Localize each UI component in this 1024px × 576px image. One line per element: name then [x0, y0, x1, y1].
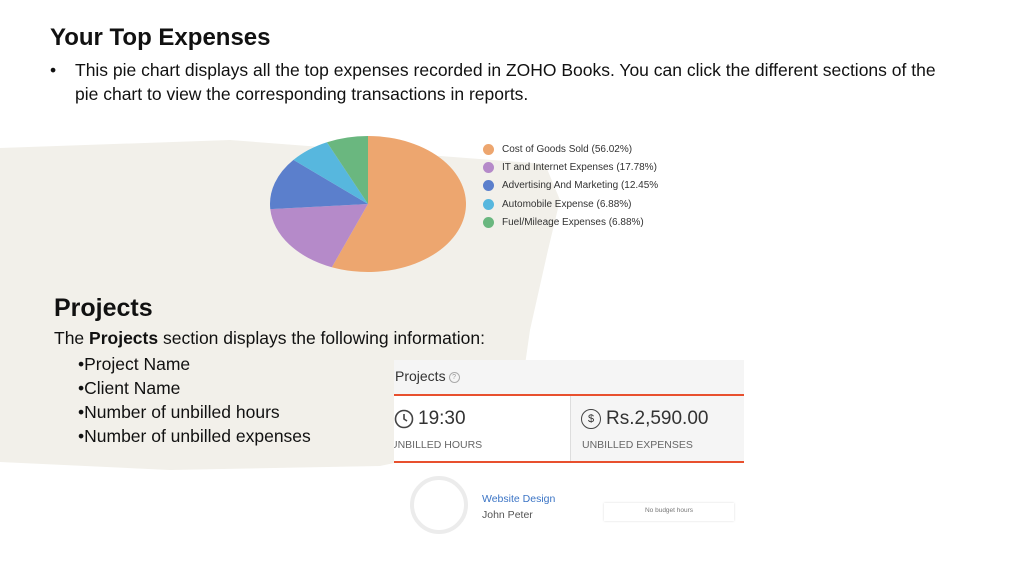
pie-slice[interactable]: [270, 204, 368, 268]
legend-label: Cost of Goods Sold (56.02%): [502, 143, 633, 155]
projects-intro: The Projects section displays the follow…: [54, 328, 485, 349]
project-name-link[interactable]: Website Design: [482, 493, 556, 505]
pie-slice[interactable]: [293, 142, 368, 204]
unbilled-expenses-value: Rs.2,590.00: [606, 408, 709, 429]
legend-swatch: [483, 143, 494, 155]
dollar-icon: $: [581, 409, 601, 429]
intro-bold: Projects: [89, 328, 159, 348]
list-item: •Client Name: [78, 378, 181, 398]
legend-item: Fuel/Mileage Expenses (6.88%): [483, 213, 658, 231]
projects-widget-header: Projects?: [394, 360, 744, 396]
legend-label: Advertising And Marketing (12.45%: [502, 180, 659, 192]
pie-slice[interactable]: [331, 136, 466, 272]
pie-legend: Cost of Goods Sold (56.02%) IT and Intern…: [483, 140, 658, 231]
unbilled-hours-label: UNBILLED HOURS: [394, 439, 570, 451]
list-item: •Project Name: [78, 354, 191, 374]
widget-title-text: Projects: [395, 368, 446, 384]
section-title-top-expenses: Your Top Expenses: [50, 24, 271, 51]
projects-info-list: •Project Name •Client Name •Number of un…: [78, 352, 311, 448]
legend-item: Automobile Expense (6.88%): [483, 195, 658, 213]
intro-suffix: section displays the following informati…: [158, 328, 485, 348]
pie-slice[interactable]: [270, 159, 368, 210]
intro-prefix: The: [54, 328, 90, 348]
clock-icon: [394, 409, 414, 429]
legend-item: Advertising And Marketing (12.45%: [483, 177, 658, 195]
legend-label: Fuel/Mileage Expenses (6.88%): [502, 216, 644, 228]
pie-slice[interactable]: [326, 136, 368, 204]
unbilled-expenses-panel[interactable]: $ Rs.2,590.00 UNBILLED EXPENSES: [571, 396, 744, 462]
legend-label: Automobile Expense (6.88%): [502, 198, 632, 210]
legend-label: IT and Internet Expenses (17.78%): [502, 161, 657, 173]
bullet-text: This pie chart displays all the top expe…: [75, 60, 936, 104]
legend-item: Cost of Goods Sold (56.02%): [483, 140, 658, 158]
projects-widget: Projects? 19:30 UNBILLED HOURS $ Rs.2,59…: [394, 360, 744, 550]
legend-swatch: [483, 161, 494, 173]
budget-hours-bar: No budget hours: [604, 503, 734, 521]
legend-swatch: [483, 198, 494, 210]
unbilled-hours-value: 19:30: [418, 408, 466, 429]
projects-widget-title: Projects?: [395, 368, 460, 384]
unbilled-hours-label-text: UNBILLED HOURS: [394, 439, 483, 451]
metric-divider-bar: [394, 461, 744, 463]
section-title-projects: Projects: [54, 294, 153, 322]
legend-swatch: [483, 180, 494, 192]
help-icon[interactable]: ?: [448, 372, 460, 383]
legend-item: IT and Internet Expenses (17.78%): [483, 158, 658, 176]
client-name: John Peter: [482, 509, 533, 521]
bullet-marker: •: [50, 60, 57, 80]
unbilled-expenses-label: UNBILLED EXPENSES: [582, 439, 693, 451]
unbilled-hours-panel[interactable]: 19:30 UNBILLED HOURS: [394, 396, 571, 462]
legend-swatch: [483, 216, 494, 228]
list-item: •Number of unbilled hours: [78, 402, 280, 422]
unbilled-expenses-value-row: $ Rs.2,590.00: [581, 408, 708, 430]
unbilled-hours-value-row: 19:30: [394, 408, 466, 430]
project-progress-ring: [410, 476, 468, 534]
pie-chart[interactable]: [268, 134, 468, 274]
list-item: •Number of unbilled expenses: [78, 426, 311, 446]
